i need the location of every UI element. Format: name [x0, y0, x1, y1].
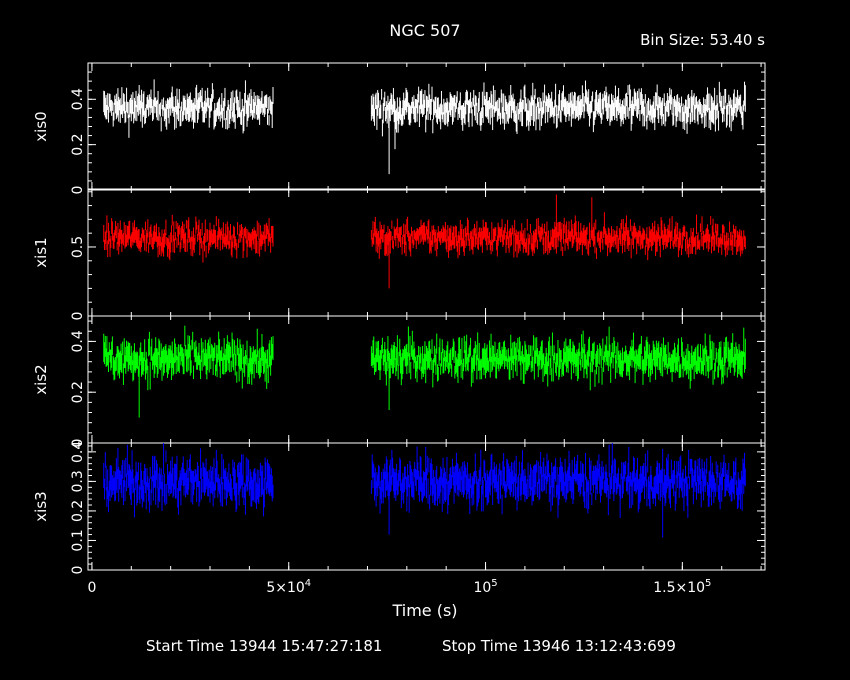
xis3-ytick-label: 0.1	[70, 529, 86, 551]
stop-time-text: Stop Time 13946 13:12:43:699	[442, 637, 676, 655]
bin-size-label: Bin Size: 53.40 s	[640, 31, 765, 49]
xis3-ylabel: xis3	[32, 491, 50, 521]
xis1-ytick-label: 0.5	[70, 236, 86, 258]
xis3-ytick-label: 0	[70, 566, 86, 575]
xis3-ytick-label: 0.2	[70, 500, 86, 522]
xis2-ytick-label: 0	[70, 439, 86, 448]
x-axis-label: Time (s)	[391, 601, 457, 620]
xis2-ylabel: xis2	[32, 364, 50, 394]
chart-title: NGC 507	[389, 21, 460, 40]
xis0-ytick-label: 0.2	[70, 134, 86, 156]
xis1-frame	[87, 188, 766, 317]
xis0-ytick-label: 0.4	[70, 88, 86, 110]
xis0-frame	[87, 62, 766, 191]
xis1-ytick-label: 0	[70, 312, 86, 321]
xis3-ytick-label: 0.3	[70, 470, 86, 492]
xis1-ylabel: xis1	[32, 237, 50, 267]
xis2-ytick-label: 0.4	[70, 330, 86, 352]
xis0-series	[103, 79, 746, 175]
xis2-frame	[87, 315, 766, 444]
xis2-ytick-label: 0.2	[70, 381, 86, 403]
xis3-xtick-label: 0	[87, 580, 96, 596]
panel-xis1: 0 0.5 xis1	[32, 188, 766, 321]
xis3-frame	[87, 442, 766, 571]
xis3-xtick-label: 105	[473, 578, 497, 596]
xis2-series	[103, 325, 746, 418]
panel-xis0: 0 0.2 0.4 xis0	[32, 62, 766, 195]
xis0-ytick-label: 0	[70, 186, 86, 195]
xis3-ytick-label: 0.4	[70, 441, 86, 463]
panel-xis2: 0 0.2 0.4 xis2	[32, 315, 766, 448]
xis3-xtick-label: 1.5×105	[653, 578, 711, 596]
xis3-xtick-label: 5×104	[266, 578, 311, 596]
panels: 0 0.2 0.4 xis0 0 0.5 xis1 0 0.2 0.4 xis2 0 0.1 0.2 0.3…	[32, 62, 766, 596]
xis3-series	[103, 443, 746, 538]
start-time-text: Start Time 13944 15:47:27:181	[146, 637, 382, 655]
xis0-ylabel: xis0	[32, 111, 50, 141]
xis1-series	[103, 194, 746, 289]
panel-xis3: 0 0.1 0.2 0.3 0.4 xis3 0 5×104 105 1.5×105	[32, 441, 766, 596]
